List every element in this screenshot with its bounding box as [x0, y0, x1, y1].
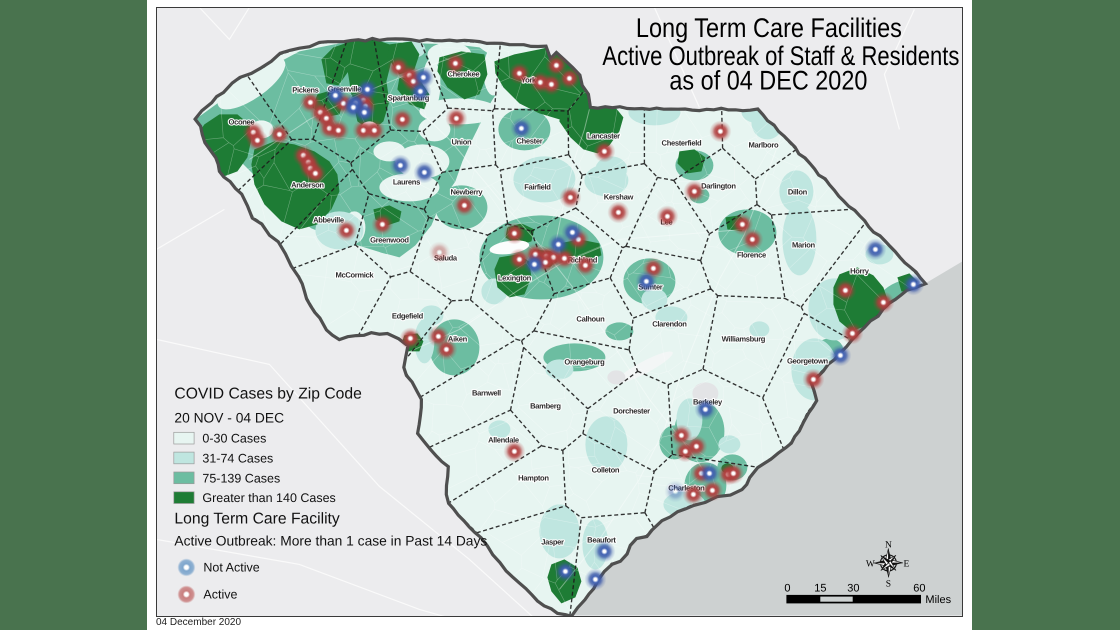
svg-text:Lancaster: Lancaster	[587, 131, 620, 140]
svg-text:Colleton: Colleton	[592, 465, 620, 474]
svg-text:31-74 Cases: 31-74 Cases	[202, 451, 273, 465]
svg-text:60: 60	[913, 582, 925, 594]
svg-text:75-139 Cases: 75-139 Cases	[202, 471, 280, 485]
svg-text:Active Outbreak of Staff & Res: Active Outbreak of Staff & Residents	[602, 41, 959, 71]
svg-text:Greenwood: Greenwood	[370, 235, 409, 244]
svg-text:0: 0	[784, 582, 790, 594]
svg-text:Aiken: Aiken	[448, 334, 468, 343]
svg-text:Marion: Marion	[792, 240, 816, 249]
svg-text:0-30 Cases: 0-30 Cases	[202, 431, 266, 445]
svg-text:W: W	[866, 559, 875, 569]
svg-text:Greenville: Greenville	[328, 84, 361, 93]
svg-text:Spartanburg: Spartanburg	[388, 93, 430, 102]
svg-text:Not Active: Not Active	[203, 560, 259, 574]
svg-text:30: 30	[847, 582, 859, 594]
svg-text:Barnwell: Barnwell	[472, 388, 501, 397]
svg-text:Marlboro: Marlboro	[749, 140, 779, 149]
svg-text:Cherokee: Cherokee	[447, 69, 479, 78]
svg-text:Active Outbreak: More than 1 c: Active Outbreak: More than 1 case in Pas…	[174, 533, 487, 548]
svg-text:Clarendon: Clarendon	[652, 319, 687, 328]
svg-text:Fairfield: Fairfield	[524, 182, 551, 191]
svg-text:Beaufort: Beaufort	[587, 535, 616, 544]
svg-text:Dillon: Dillon	[788, 187, 808, 196]
svg-text:Orangeburg: Orangeburg	[564, 357, 605, 366]
svg-text:Jasper: Jasper	[541, 537, 564, 546]
svg-text:Edgefield: Edgefield	[392, 311, 424, 320]
svg-text:Lexington: Lexington	[498, 273, 532, 282]
svg-text:Georgetown: Georgetown	[787, 356, 829, 365]
svg-text:Anderson: Anderson	[291, 180, 324, 189]
svg-text:E: E	[903, 559, 909, 569]
svg-text:Darlington: Darlington	[701, 181, 736, 190]
svg-text:15: 15	[814, 582, 826, 594]
svg-text:Miles: Miles	[925, 594, 951, 606]
svg-text:Union: Union	[452, 137, 472, 146]
svg-text:Laurens: Laurens	[393, 177, 420, 186]
svg-text:Long Term Care Facilities: Long Term Care Facilities	[636, 13, 902, 43]
svg-text:Kershaw: Kershaw	[604, 192, 634, 201]
svg-text:Horry: Horry	[850, 266, 870, 275]
svg-text:S: S	[886, 579, 891, 589]
svg-text:N: N	[885, 540, 892, 550]
svg-text:Florence: Florence	[737, 250, 766, 259]
svg-text:Pickens: Pickens	[292, 85, 318, 94]
svg-text:Dorchester: Dorchester	[613, 406, 650, 415]
svg-text:Williamsburg: Williamsburg	[722, 334, 766, 343]
svg-text:Greater than 140 Cases: Greater than 140 Cases	[202, 491, 335, 505]
svg-text:Allendale: Allendale	[488, 435, 519, 444]
svg-text:Abbeville: Abbeville	[313, 215, 344, 224]
svg-text:20 NOV - 04 DEC: 20 NOV - 04 DEC	[174, 410, 284, 425]
svg-text:York: York	[521, 75, 537, 84]
svg-text:COVID Cases by Zip Code: COVID Cases by Zip Code	[174, 385, 362, 402]
svg-text:Long Term Care Facility: Long Term Care Facility	[174, 510, 340, 527]
svg-text:Bamberg: Bamberg	[530, 401, 561, 410]
svg-text:Chester: Chester	[516, 136, 542, 145]
svg-text:Oconee: Oconee	[229, 117, 255, 126]
svg-text:Active: Active	[203, 587, 237, 601]
svg-text:Calhoun: Calhoun	[576, 314, 605, 323]
svg-text:Hampton: Hampton	[518, 473, 549, 482]
svg-text:Chesterfield: Chesterfield	[662, 138, 702, 147]
svg-text:McCormick: McCormick	[336, 270, 375, 279]
svg-text:as of 04 DEC 2020: as of 04 DEC 2020	[669, 65, 867, 95]
svg-text:Newberry: Newberry	[450, 187, 483, 196]
